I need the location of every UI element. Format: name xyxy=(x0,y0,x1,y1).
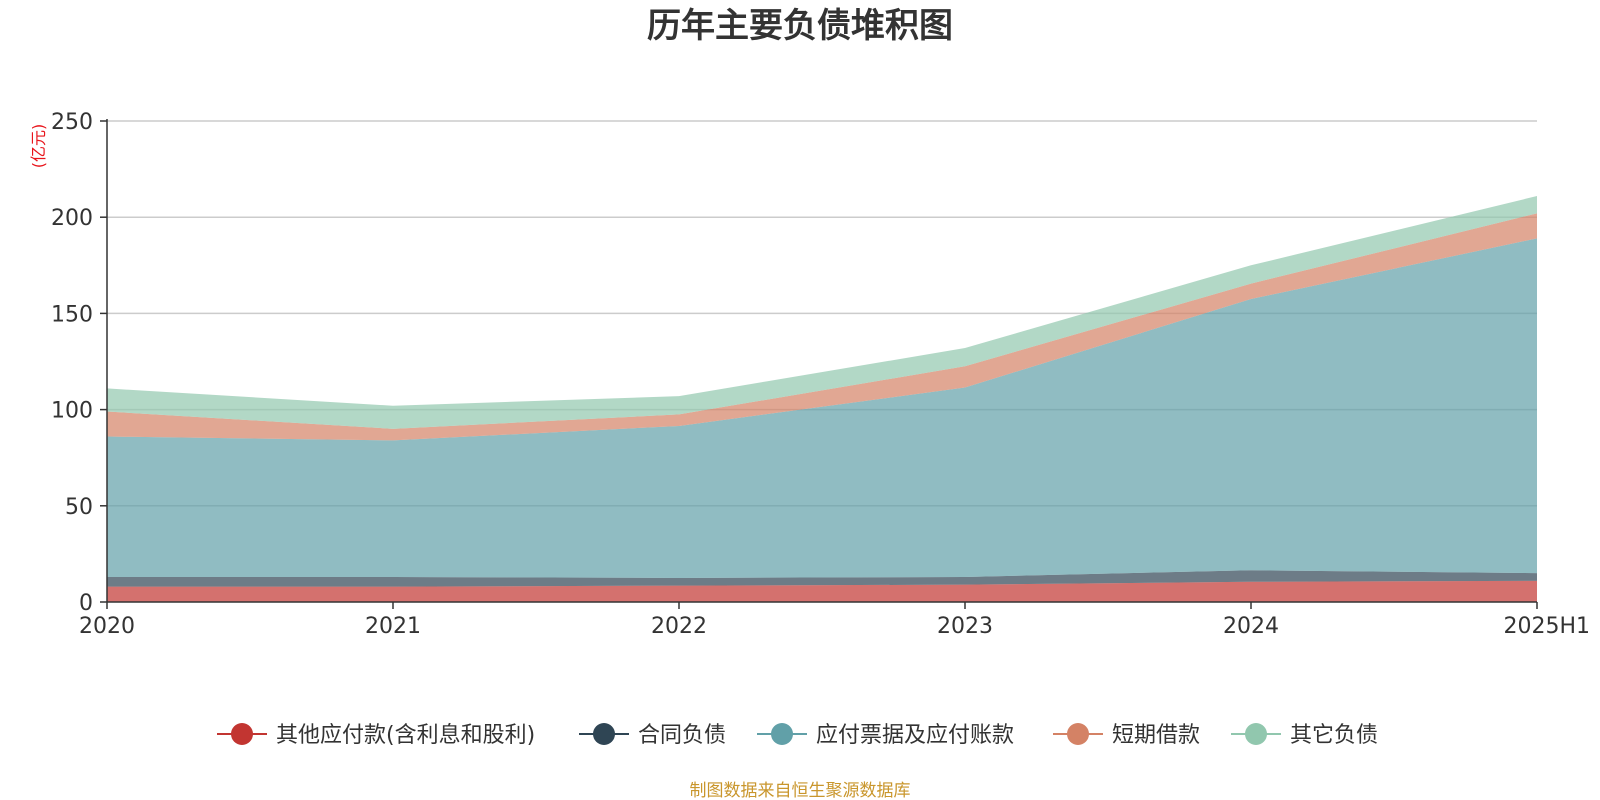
y-axis-unit-label: (亿元) xyxy=(29,124,48,169)
legend-label: 其他应付款(含利息和股利) xyxy=(276,723,535,748)
legend-item-4[interactable]: 短期借款 xyxy=(1053,723,1200,748)
legend-circle-marker xyxy=(1245,723,1267,745)
legend-circle-marker xyxy=(231,723,253,745)
x-tick-label: 2022 xyxy=(651,614,707,639)
x-tick-label: 2023 xyxy=(937,614,993,639)
area-series-4[interactable] xyxy=(107,213,1537,441)
data-source-note: 制图数据来自恒生聚源数据库 xyxy=(690,781,911,800)
area-series-1[interactable] xyxy=(107,580,1537,602)
legend-circle-marker xyxy=(593,723,615,745)
legend-item-3[interactable]: 应付票据及应付账款 xyxy=(757,723,1014,748)
y-tick-label: 0 xyxy=(79,591,93,616)
area-series-2[interactable] xyxy=(107,570,1537,587)
y-tick-label: 150 xyxy=(51,302,93,327)
legend-label: 合同负债 xyxy=(638,723,726,748)
area-series-5[interactable] xyxy=(107,196,1537,429)
x-tick-label: 2021 xyxy=(365,614,421,639)
legend-circle-marker xyxy=(771,723,793,745)
y-tick-label: 200 xyxy=(51,206,93,231)
legend-circle-marker xyxy=(1067,723,1089,745)
y-tick-label: 50 xyxy=(65,495,93,520)
x-tick-label: 2024 xyxy=(1223,614,1279,639)
area-series-group xyxy=(107,196,1537,602)
x-tick-label: 2020 xyxy=(79,614,135,639)
legend-item-2[interactable]: 合同负债 xyxy=(579,723,726,748)
legend-label: 应付票据及应付账款 xyxy=(816,723,1014,748)
legend[interactable]: 其他应付款(含利息和股利) 合同负债 应付票据及应付账款 短期借款 其它负债 xyxy=(217,723,1378,748)
legend-label: 短期借款 xyxy=(1112,723,1200,748)
y-tick-label: 100 xyxy=(51,399,93,424)
legend-item-5[interactable]: 其它负债 xyxy=(1231,723,1378,748)
y-tick-label: 250 xyxy=(51,110,93,135)
x-tick-label: 2025H1 xyxy=(1503,614,1590,639)
area-series-3[interactable] xyxy=(107,238,1537,578)
legend-label: 其它负债 xyxy=(1290,723,1378,748)
chart-title: 历年主要负债堆积图 xyxy=(647,6,953,46)
axes: 0 50 100 150 200 250 2020 2021 2022 2023 2024 2025H… xyxy=(51,110,1590,639)
legend-item-1[interactable]: 其他应付款(含利息和股利) xyxy=(217,723,535,748)
